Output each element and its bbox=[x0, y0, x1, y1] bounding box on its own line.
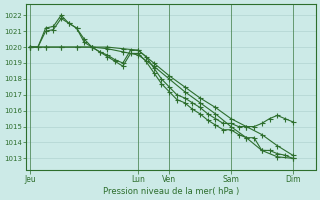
X-axis label: Pression niveau de la mer( hPa ): Pression niveau de la mer( hPa ) bbox=[103, 187, 239, 196]
